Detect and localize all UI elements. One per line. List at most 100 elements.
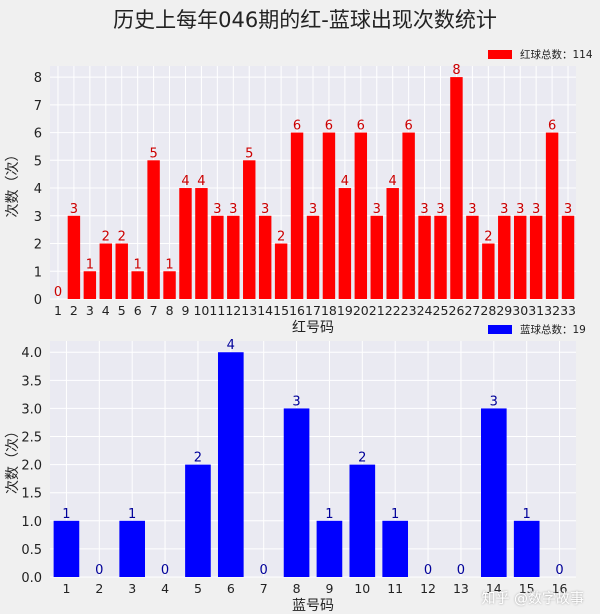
bar [131,271,144,299]
y-tick-label: 1.0 [21,515,42,530]
bar-value-label: 1 [86,257,94,272]
bar-value-label: 0 [457,563,465,578]
watermark: 知乎 @数字故事 [481,591,584,607]
x-tick-label: 28 [480,303,496,318]
bar [115,243,128,299]
bar-value-label: 0 [555,563,563,578]
bar-value-label: 3 [490,394,498,409]
y-axis-label: 次数（次） [5,148,21,218]
bar [119,520,146,577]
x-tick-label: 29 [496,303,512,318]
y-tick-label: 0.0 [21,571,42,586]
y-tick-label: 6 [34,127,42,142]
bar-value-label: 6 [548,119,556,134]
bar-value-label: 6 [357,119,365,134]
x-tick-label: 13 [241,303,257,318]
bar-value-label: 6 [404,119,412,134]
x-axis-label: 红号码 [292,320,334,336]
bar [480,408,507,577]
x-tick-label: 7 [150,303,158,318]
x-tick-label: 12 [225,303,241,318]
x-tick-label: 11 [387,581,403,596]
x-tick-label: 33 [560,303,576,318]
legend-label: 红球总数：114 [520,48,593,61]
bar [163,271,176,299]
bar [211,215,224,299]
y-tick-label: 3.5 [21,374,42,389]
bar-value-label: 3 [420,202,428,217]
x-tick-label: 17 [305,303,321,318]
bar-value-label: 5 [149,146,157,161]
bar-value-label: 2 [358,451,366,466]
bar [370,215,383,299]
bar [179,188,192,299]
bar-value-label: 3 [532,202,540,217]
bar [290,132,304,299]
x-tick-label: 7 [260,581,268,596]
bar [513,520,540,577]
y-tick-label: 2.0 [21,459,42,474]
bar-value-label: 0 [54,285,62,300]
bar-value-label: 4 [389,174,397,189]
x-tick-label: 6 [227,581,235,596]
bar [185,464,211,577]
y-tick-label: 1.5 [21,487,42,502]
y-tick-label: 3.0 [21,402,42,417]
x-tick-label: 14 [257,303,273,318]
bar-value-label: 3 [436,202,444,217]
bar [418,215,431,299]
bar [316,520,343,577]
bar-value-label: 3 [261,202,269,217]
bar [382,520,409,577]
bar [243,160,256,299]
bar [450,77,463,299]
x-tick-label: 13 [453,581,469,596]
bar [354,132,368,299]
bar [258,215,272,299]
bar-value-label: 2 [277,230,285,245]
bar [402,132,415,299]
blue-ball-chart: 0.00.51.01.52.02.53.03.54.01102130425460… [5,323,586,614]
x-tick-label: 3 [128,581,136,596]
chart-title: 历史上每年046期的红-蓝球出现次数统计 [113,8,497,32]
bar [529,215,543,299]
bar-value-label: 6 [325,119,333,134]
y-tick-label: 5 [34,154,42,169]
x-tick-label: 31 [528,303,544,318]
x-tick-label: 1 [54,303,62,318]
bar [466,215,479,299]
legend: 红球总数：114 [488,48,593,61]
x-tick-label: 20 [353,303,369,318]
x-axis-label: 蓝号码 [292,598,334,614]
bar [283,408,310,577]
bar-value-label: 4 [197,174,205,189]
x-tick-label: 5 [118,303,126,318]
x-tick-label: 18 [321,303,337,318]
bar-value-label: 3 [292,394,300,409]
bar-value-label: 3 [500,202,508,217]
x-tick-label: 19 [337,303,353,318]
x-tick-label: 2 [95,581,103,596]
x-tick-label: 10 [354,581,370,596]
x-tick-label: 10 [193,303,209,318]
x-tick-label: 3 [86,303,94,318]
x-tick-label: 21 [369,303,385,318]
bar-value-label: 4 [181,174,189,189]
y-tick-label: 7 [34,99,42,114]
bar-value-label: 3 [468,202,476,217]
bar [83,271,97,299]
bar-value-label: 4 [227,338,235,353]
bar-value-label: 0 [260,563,268,578]
bar [322,132,336,299]
bar [195,188,208,299]
bar-value-label: 3 [309,202,317,217]
bar-value-label: 2 [194,451,202,466]
x-tick-label: 6 [134,303,142,318]
x-tick-label: 25 [433,303,449,318]
x-tick-label: 4 [102,303,110,318]
x-tick-label: 27 [464,303,480,318]
bar [53,520,80,577]
bar-value-label: 3 [213,202,221,217]
bar [513,215,527,299]
bar-value-label: 4 [341,174,349,189]
